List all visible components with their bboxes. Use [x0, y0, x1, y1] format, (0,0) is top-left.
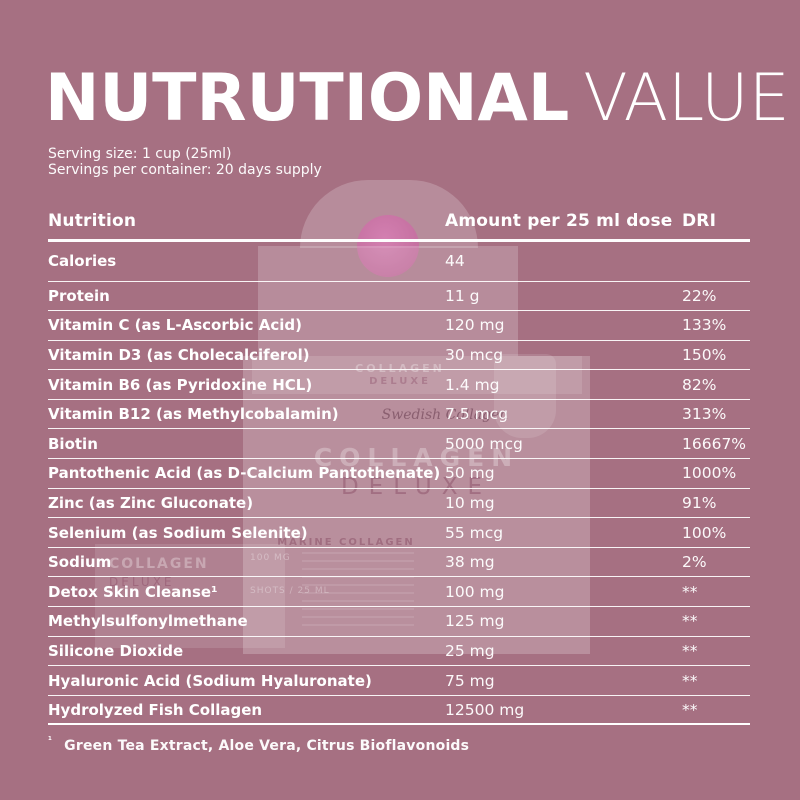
nutrient-dri: 22%: [682, 286, 717, 305]
footnote: ¹ Green Tea Extract, Aloe Vera, Citrus Bi…: [48, 736, 469, 754]
nutrient-name: Silicone Dioxide: [48, 641, 184, 660]
product-subtitle: MARINE COLLAGEN: [277, 537, 415, 548]
table-row: Sodium 38 mg 2%: [48, 548, 750, 578]
nutrient-amount: 100 mg: [445, 582, 505, 601]
pink-ball: [357, 215, 419, 277]
nutrient-dri: **: [682, 582, 698, 601]
table-row: Biotin 5000 mcg 16667%: [48, 429, 750, 460]
nutrient-name: Biotin: [48, 434, 98, 453]
nutrient-dri: 150%: [682, 345, 727, 364]
nutrient-amount: 120 mg: [445, 316, 505, 335]
front-box-name-line2: DELUXE: [109, 575, 175, 589]
servings-per-container-line: Servings per container: 20 days supply: [48, 161, 322, 178]
table-row: Vitamin B6 (as Pyridoxine HCL) 1.4 mg 82…: [48, 370, 750, 400]
table-row: Vitamin D3 (as Cholecalciferol) 30 mcg 1…: [48, 341, 750, 371]
brand-script-text: Swedish Collagen: [381, 407, 509, 423]
nutrient-amount: 5000 mcg: [445, 434, 523, 453]
column-header-nutrition: Nutrition: [48, 210, 137, 231]
serving-size-line: Serving size: 1 cup (25ml): [48, 146, 232, 162]
nutrient-amount: 11 g: [445, 286, 480, 305]
nutrient-dri: 313%: [682, 405, 727, 424]
nutrient-name: Vitamin B6 (as Pyridoxine HCL): [48, 375, 313, 394]
nutrient-name: Pantothenic Acid (as D-Calcium Pantothen…: [48, 464, 441, 483]
nutrient-dri: 82%: [682, 375, 717, 394]
product-name-line1: COLLAGEN: [313, 443, 520, 472]
product-box: [243, 356, 590, 654]
page-title-light: VALUE: [583, 61, 790, 136]
nutrient-name: Calories: [48, 252, 117, 271]
nutrient-amount: 1.4 mg: [445, 375, 500, 394]
nutrient-name: Vitamin D3 (as Cholecalciferol): [48, 345, 310, 364]
product-name-line2: DELUXE: [340, 474, 493, 500]
page-title-bold: NUTRUTIONAL: [45, 61, 570, 136]
table-row: Pantothenic Acid (as D-Calcium Pantothen…: [48, 459, 750, 489]
nutrient-name: Methylsulfonylmethane: [48, 612, 248, 631]
nutrient-dri: 2%: [682, 553, 707, 572]
footnote-text: Green Tea Extract, Aloe Vera, Citrus Bio…: [64, 738, 470, 754]
table-row: Vitamin B12 (as Methylcobalamin) 7.5 mcg…: [48, 400, 750, 430]
nutrient-amount: 75 mg: [445, 671, 495, 690]
nutrient-dri: 100%: [682, 523, 727, 542]
nutrient-amount: 50 mg: [445, 464, 495, 483]
column-header-amount: Amount per 25 ml dose: [445, 210, 673, 231]
nutrient-amount: 44: [445, 252, 465, 271]
table-row: Vitamin C (as L-Ascorbic Acid) 120 mg 13…: [48, 311, 750, 341]
nutrient-dri: 91%: [682, 493, 717, 512]
product-dose-text: 100 MG: [250, 553, 291, 563]
table-row: Methylsulfonylmethane 125 mg **: [48, 607, 750, 637]
sachet-label-line2: DELUXE: [369, 376, 431, 387]
nutrition-table: Nutrition Amount per 25 ml dose DRI Calo…: [48, 202, 750, 726]
nutrient-name: Protein: [48, 286, 110, 305]
nutrient-amount: 38 mg: [445, 553, 495, 572]
table-row: Silicone Dioxide 25 mg **: [48, 637, 750, 667]
nutrient-amount: 12500 mg: [445, 700, 525, 719]
table-row: Detox Skin Cleanse¹ 100 mg **: [48, 577, 750, 608]
nutrient-amount: 25 mg: [445, 641, 495, 660]
serving-info: Serving size: 1 cup (25ml) Servings per …: [48, 146, 322, 178]
nutrient-name: Vitamin B12 (as Methylcobalamin): [48, 405, 339, 424]
fine-print-block: [302, 552, 414, 628]
nutrient-name: Zinc (as Zinc Gluconate): [48, 493, 254, 512]
footnote-marker: ¹: [48, 736, 53, 746]
product-format-text: SHOTS / 25 ML: [250, 586, 330, 596]
table-row: Hyaluronic Acid (Sodium Hyaluronate) 75 …: [48, 666, 750, 696]
column-header-dri: DRI: [682, 210, 717, 231]
nutrient-amount: 55 mcg: [445, 523, 504, 542]
nutrient-amount: 125 mg: [445, 612, 505, 631]
nutrient-amount: 30 mcg: [445, 345, 504, 364]
nutrient-dri: **: [682, 700, 698, 719]
nutrient-dri: **: [682, 612, 698, 631]
nutrient-name: Selenium (as Sodium Selenite): [48, 523, 308, 542]
display-box-top: [258, 246, 518, 356]
nutrient-amount: 10 mg: [445, 493, 495, 512]
nutrient-name: Hyaluronic Acid (Sodium Hyaluronate): [48, 671, 372, 690]
nutrient-dri: 133%: [682, 316, 727, 335]
nutrient-dri: **: [682, 671, 698, 690]
nutrient-dri: 16667%: [682, 434, 747, 453]
table-row: Selenium (as Sodium Selenite) 55 mcg 100…: [48, 518, 750, 548]
nutrient-dri: **: [682, 641, 698, 660]
nutrient-name: Sodium: [48, 553, 112, 572]
table-row: Zinc (as Zinc Gluconate) 10 mg 91%: [48, 489, 750, 519]
nutrient-name: Detox Skin Cleanse¹: [48, 582, 218, 601]
page-title: NUTRUTIONAL VALUE: [45, 66, 790, 131]
table-row: Calories 44: [48, 242, 750, 282]
sachet-strip: [252, 356, 582, 394]
front-box-name-line1: COLLAGEN: [109, 556, 209, 572]
nutrient-name: Vitamin C (as L-Ascorbic Acid): [48, 316, 302, 335]
table-row: Hydrolyzed Fish Collagen 12500 mg **: [48, 696, 750, 726]
sachet-label-line1: COLLAGEN: [355, 362, 445, 375]
nutrient-dri: 1000%: [682, 464, 737, 483]
nutrient-name: Hydrolyzed Fish Collagen: [48, 700, 263, 719]
nutrient-amount: 7.5 mcg: [445, 405, 509, 424]
front-product-box: [95, 544, 285, 648]
shot-glass: [494, 354, 556, 438]
table-row: Protein 11 g 22%: [48, 282, 750, 312]
table-header: Nutrition Amount per 25 ml dose DRI: [48, 202, 750, 242]
